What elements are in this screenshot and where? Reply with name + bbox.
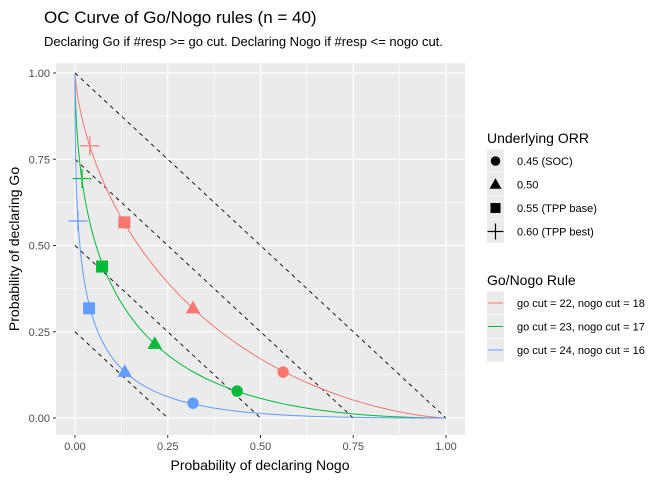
chart-title: OC Curve of Go/Nogo rules (n = 40) [44,8,317,27]
chart-subtitle: Declaring Go if #resp >= go cut. Declari… [44,34,443,49]
data-point-square [96,260,109,273]
data-point-triangle [147,336,162,349]
legend-label: go cut = 22, nogo cut = 18 [517,298,645,310]
x-tick-label: 0.75 [343,441,364,453]
legend-key-plus [487,223,504,240]
y-tick-label: 0.25 [29,327,50,339]
legend-label: 0.55 (TPP base) [517,203,597,215]
legend-label: 0.50 [517,180,538,192]
legend-label: 0.60 (TPP best) [517,227,594,239]
legend-label: go cut = 23, nogo cut = 17 [517,322,645,334]
axes: 0.00 0.25 0.50 0.75 1.00 0.00 0.25 0.50 0.75 1.00 [29,68,457,453]
x-axis-label: Probability of declaring Nogo [171,457,350,473]
legend-key-square [490,203,501,213]
legend-key-triangle [489,178,502,189]
data-point-triangle [117,364,132,377]
data-point-plus [68,211,88,231]
y-tick-label: 0.75 [29,154,50,166]
reference-line [74,331,169,419]
x-tick-label: 0.25 [157,441,178,453]
data-point-square [118,216,131,229]
shape-legend-title: Underlying ORR [487,130,589,146]
y-tick-label: 1.00 [29,68,50,80]
y-tick-label: 0.50 [29,241,50,253]
legend-label: go cut = 24, nogo cut = 16 [517,345,645,357]
data-point-plus [72,168,92,189]
legend-label: 0.45 (SOC) [517,156,573,168]
color-legend: Go/Nogo Rule go cut = 22, nogo cut = 18 g… [487,272,645,362]
x-tick-label: 0.00 [64,441,85,453]
grid-lines [56,63,465,435]
reference-lines [74,72,447,419]
y-axis-label: Probability of declaring Go [6,167,22,331]
y-tick-label: 0.00 [29,413,50,425]
shape-legend: Underlying ORR 0.45 (SOC) 0.50 0.55 (TPP b… [487,130,597,243]
data-point-circle [231,385,243,397]
x-tick-label: 1.00 [435,441,456,453]
data-point-circle [187,397,199,409]
data-point-square [83,302,96,315]
data-point-circle [277,366,289,378]
reference-line [74,245,261,419]
legend-key-circle [490,156,501,166]
data-points [68,136,289,409]
color-legend-title: Go/Nogo Rule [487,272,576,288]
data-point-triangle [185,300,201,314]
x-tick-label: 0.50 [250,441,271,453]
data-point-plus [80,136,100,156]
